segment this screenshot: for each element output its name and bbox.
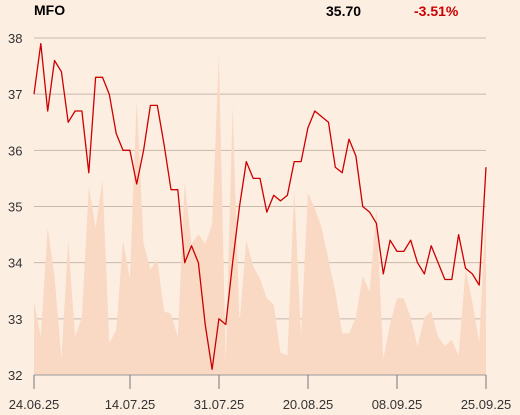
last-price: 35.70 [326, 3, 362, 19]
x-tick-label-3: 20.08.25 [283, 397, 334, 412]
y-tick-label-36: 36 [8, 143, 22, 158]
x-axis: 24.06.25 14.07.25 31.07.25 20.08.25 08.09.25… [9, 374, 512, 412]
x-tick-label-4: 08.09.25 [372, 397, 423, 412]
ticker-symbol: MFO [34, 2, 66, 18]
volume-fill [34, 54, 486, 376]
chart-header: MFO 35.70 -3.51% [0, 0, 520, 22]
y-tick-label-38: 38 [8, 31, 22, 46]
x-tick-label-0: 24.06.25 [9, 397, 60, 412]
y-tick-label-34: 34 [8, 256, 22, 271]
y-tick-label-35: 35 [8, 200, 22, 215]
x-tick-label-2: 31.07.25 [194, 397, 245, 412]
price-line [33, 42, 487, 371]
y-tick-label-32: 32 [8, 368, 22, 383]
price-change: -3.51% [414, 3, 459, 19]
x-tick-label-1: 14.07.25 [105, 397, 156, 412]
price-series [33, 42, 487, 371]
x-tick-label-5: 25.09.25 [461, 397, 512, 412]
y-axis: 32 33 34 35 36 37 38 [8, 31, 22, 383]
y-tick-label-37: 37 [8, 87, 22, 102]
y-tick-label-33: 33 [8, 312, 22, 327]
volume-area [34, 54, 486, 376]
